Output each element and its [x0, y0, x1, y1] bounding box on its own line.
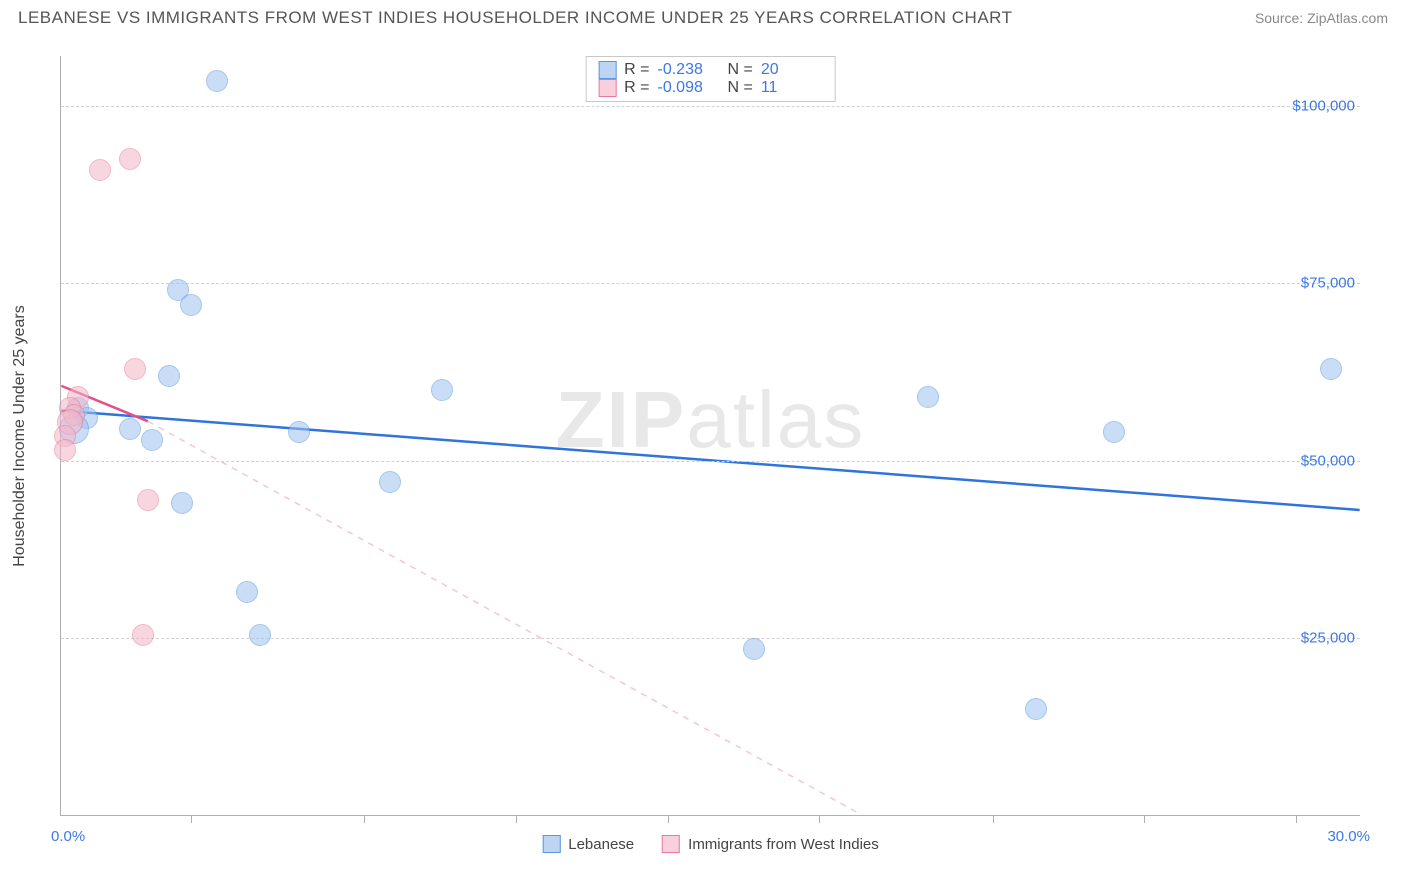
data-point-lebanese: [249, 624, 271, 646]
data-point-west_indies: [89, 159, 111, 181]
correlation-row-lebanese: R = -0.238 N = 20: [598, 61, 823, 79]
data-point-lebanese: [1025, 698, 1047, 720]
chart-title: LEBANESE VS IMMIGRANTS FROM WEST INDIES …: [18, 8, 1013, 28]
data-point-lebanese: [917, 386, 939, 408]
swatch-lebanese: [598, 61, 616, 79]
y-tick-label: $100,000: [1292, 97, 1365, 114]
n-value: 11: [761, 79, 823, 97]
legend-item-westindies: Immigrants from West Indies: [662, 835, 879, 853]
data-point-lebanese: [171, 492, 193, 514]
correlation-row-westindies: R = -0.098 N = 11: [598, 79, 823, 97]
watermark: ZIPatlas: [556, 374, 865, 466]
data-point-west_indies: [124, 358, 146, 380]
data-point-lebanese: [743, 638, 765, 660]
watermark-suffix: atlas: [686, 375, 865, 464]
data-point-lebanese: [1320, 358, 1342, 380]
swatch-lebanese: [542, 835, 560, 853]
data-point-lebanese: [288, 421, 310, 443]
legend-label: Lebanese: [568, 836, 634, 853]
x-tick: [191, 815, 192, 823]
y-axis-title: Householder Income Under 25 years: [11, 305, 29, 566]
y-tick-label: $75,000: [1301, 275, 1365, 292]
gridline: [61, 461, 1360, 462]
x-tick: [516, 815, 517, 823]
data-point-lebanese: [206, 70, 228, 92]
x-max-label: 30.0%: [1327, 828, 1370, 845]
gridline: [61, 106, 1360, 107]
x-min-label: 0.0%: [51, 828, 85, 845]
legend-label: Immigrants from West Indies: [688, 836, 879, 853]
data-point-lebanese: [431, 379, 453, 401]
data-point-lebanese: [1103, 421, 1125, 443]
y-tick-label: $25,000: [1301, 630, 1365, 647]
source-attribution: Source: ZipAtlas.com: [1255, 10, 1388, 26]
gridline: [61, 283, 1360, 284]
n-label: N =: [728, 79, 753, 97]
watermark-prefix: ZIP: [556, 375, 686, 464]
data-point-lebanese: [379, 471, 401, 493]
data-point-lebanese: [119, 418, 141, 440]
data-point-lebanese: [236, 581, 258, 603]
x-tick: [364, 815, 365, 823]
y-tick-label: $50,000: [1301, 452, 1365, 469]
trend-lines-svg: [61, 56, 1360, 815]
chart-container: Householder Income Under 25 years ZIPatl…: [60, 56, 1380, 816]
data-point-west_indies: [137, 489, 159, 511]
r-value: -0.238: [658, 61, 720, 79]
series-legend: Lebanese Immigrants from West Indies: [542, 835, 879, 853]
swatch-westindies: [662, 835, 680, 853]
legend-item-lebanese: Lebanese: [542, 835, 634, 853]
data-point-west_indies: [119, 148, 141, 170]
trend-line: [148, 421, 862, 815]
r-label: R =: [624, 79, 649, 97]
data-point-lebanese: [158, 365, 180, 387]
r-label: R =: [624, 61, 649, 79]
data-point-lebanese: [180, 294, 202, 316]
header: LEBANESE VS IMMIGRANTS FROM WEST INDIES …: [0, 0, 1406, 32]
data-point-west_indies: [132, 624, 154, 646]
x-tick: [668, 815, 669, 823]
x-tick: [1144, 815, 1145, 823]
data-point-west_indies: [54, 439, 76, 461]
x-tick: [1296, 815, 1297, 823]
x-tick: [993, 815, 994, 823]
plot-area: ZIPatlas R = -0.238 N = 20 R = -0.098 N …: [60, 56, 1360, 816]
x-tick: [819, 815, 820, 823]
data-point-lebanese: [141, 429, 163, 451]
n-label: N =: [728, 61, 753, 79]
r-value: -0.098: [658, 79, 720, 97]
swatch-westindies: [598, 79, 616, 97]
n-value: 20: [761, 61, 823, 79]
correlation-legend: R = -0.238 N = 20 R = -0.098 N = 11: [585, 56, 836, 102]
